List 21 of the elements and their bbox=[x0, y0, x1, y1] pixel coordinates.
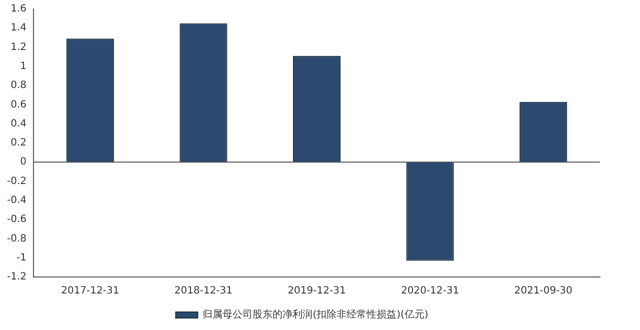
x-tick-label: 2021-09-30 bbox=[514, 286, 572, 297]
x-tick-label: 2019-12-31 bbox=[288, 286, 346, 297]
y-tick-label: 1.2 bbox=[10, 42, 27, 53]
y-tick-label: -0.6 bbox=[6, 214, 27, 226]
y-tick-label: -0.2 bbox=[6, 176, 27, 187]
y-tick-label: 1.6 bbox=[10, 4, 27, 15]
y-tick-label: 0.8 bbox=[10, 80, 27, 92]
y-tick-label: 0.2 bbox=[10, 138, 27, 149]
y-tick-label: -0.4 bbox=[6, 195, 27, 206]
y-tick-label: -0.8 bbox=[6, 233, 27, 244]
y-tick-label: 1.4 bbox=[10, 22, 27, 34]
y-tick-label: 1 bbox=[20, 61, 27, 72]
x-tick-label: 2020-12-31 bbox=[400, 286, 460, 297]
legend-label: 归属母公司股东的净利润(扣除非经常性损益)(亿元) bbox=[202, 308, 428, 321]
y-tick-label: -1.2 bbox=[6, 272, 27, 283]
y-tick-label: -1 bbox=[16, 252, 27, 264]
x-tick-label: 2017-12-31 bbox=[61, 286, 120, 297]
y-tick-label: 0 bbox=[20, 156, 27, 168]
x-tick-label: 2018-12-31 bbox=[174, 286, 233, 297]
y-tick-label: 0.6 bbox=[10, 99, 27, 110]
y-tick-label: 0.4 bbox=[10, 118, 27, 130]
